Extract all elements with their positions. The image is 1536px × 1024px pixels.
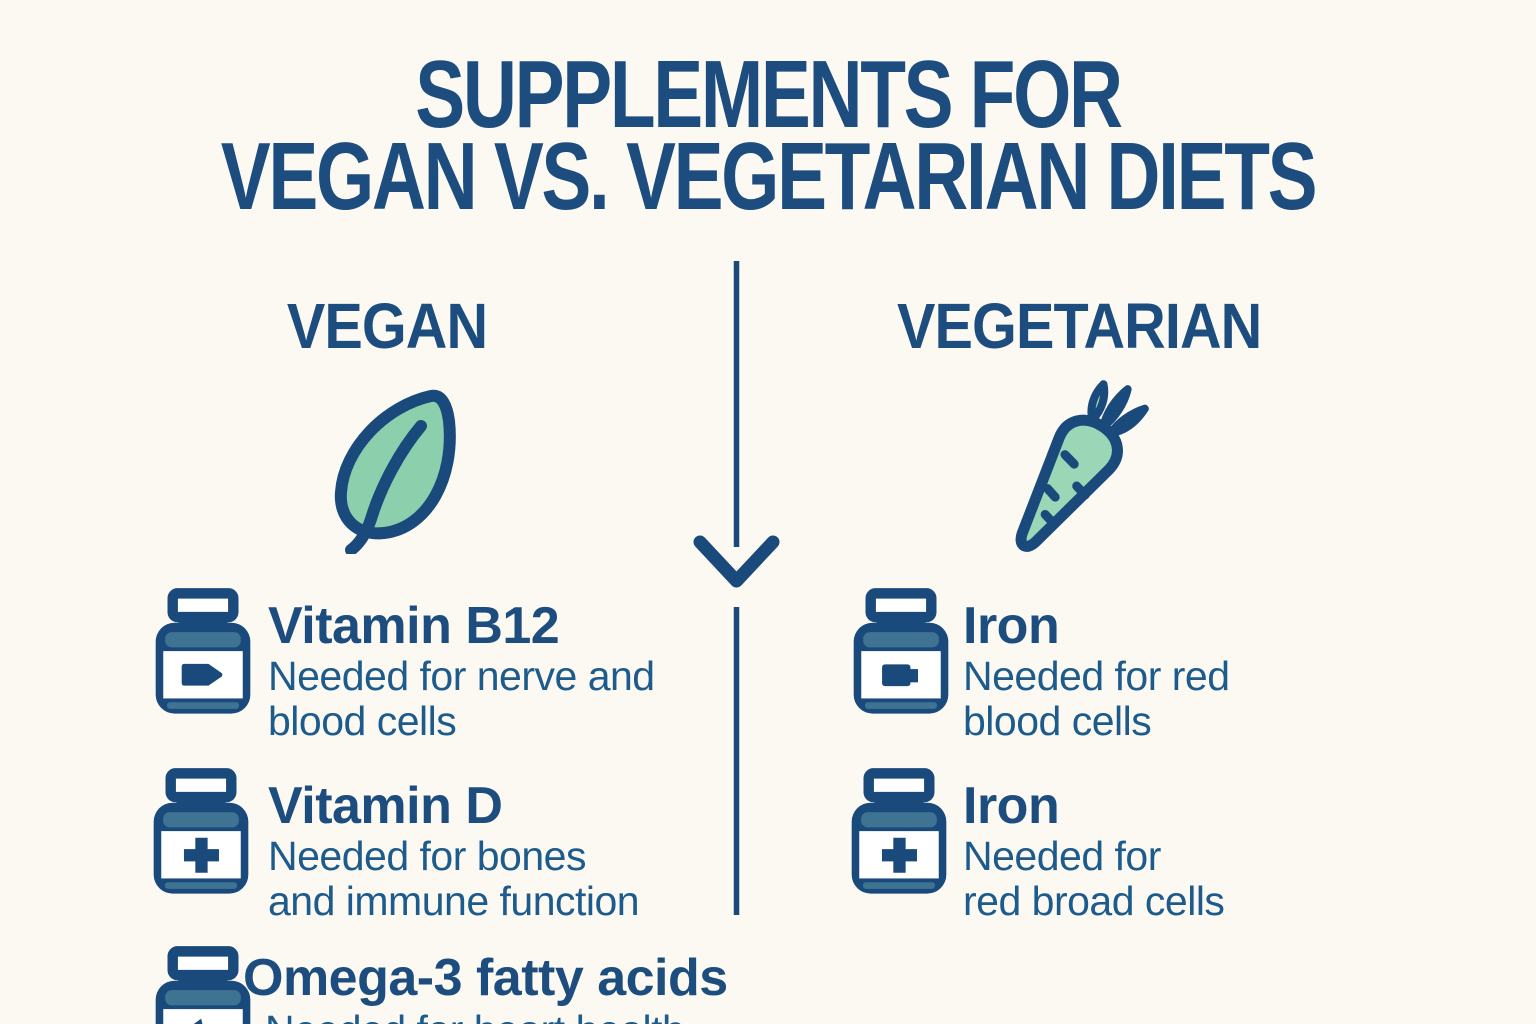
desc-line: blood cells <box>963 698 1152 744</box>
vegan-item-3-name: Omega-3 fatty acids <box>243 949 728 1007</box>
vegan-item-2-name: Vitamin D <box>268 777 503 835</box>
supplement-bottle-fish-icon <box>155 946 251 1024</box>
vegan-column-header: VEGAN <box>286 290 488 362</box>
vegan-item-1-name: Vitamin B12 <box>268 597 560 655</box>
supplement-bottle-tablet-icon <box>853 588 949 714</box>
desc-line: Needed for bones <box>268 833 586 879</box>
carrot-icon <box>1015 380 1149 552</box>
page-title-line-2: VEGAN VS. VEGETARIAN DIETS <box>220 123 1318 230</box>
supplement-bottle-cross-icon <box>153 768 249 894</box>
desc-line: Needed for heart health <box>265 1008 685 1024</box>
page-title-line-1: SUPPLEMENTS FOR <box>415 41 1123 148</box>
vegetarian-item-1-description: Needed for red blood cells <box>963 654 1230 744</box>
desc-line: blood cells <box>268 698 457 744</box>
vegetarian-item-2-name: Iron <box>963 777 1060 835</box>
desc-line: Needed for <box>963 833 1161 879</box>
desc-line: Needed for nerve and <box>268 653 655 699</box>
vegan-item-2-description: Needed for bones and immune function <box>268 833 640 924</box>
down-arrow-icon <box>693 261 780 915</box>
supplement-bottle-pill-icon <box>155 588 251 714</box>
supplement-bottle-cross-icon <box>851 768 947 894</box>
vegan-item-1-description: Needed for nerve and blood cells <box>268 654 655 744</box>
vegetarian-column-header: VEGETARIAN <box>897 290 1262 362</box>
vegetarian-item-1-name: Iron <box>963 597 1060 655</box>
leaf-icon <box>334 389 456 554</box>
vegan-item-3-description: Needed for heart health <box>265 1008 685 1024</box>
desc-line: red broad cells <box>963 878 1225 924</box>
vegetarian-item-2-description: Needed for red broad cells <box>963 833 1225 924</box>
desc-line: and immune function <box>268 878 640 924</box>
desc-line: Needed for red <box>963 653 1230 699</box>
